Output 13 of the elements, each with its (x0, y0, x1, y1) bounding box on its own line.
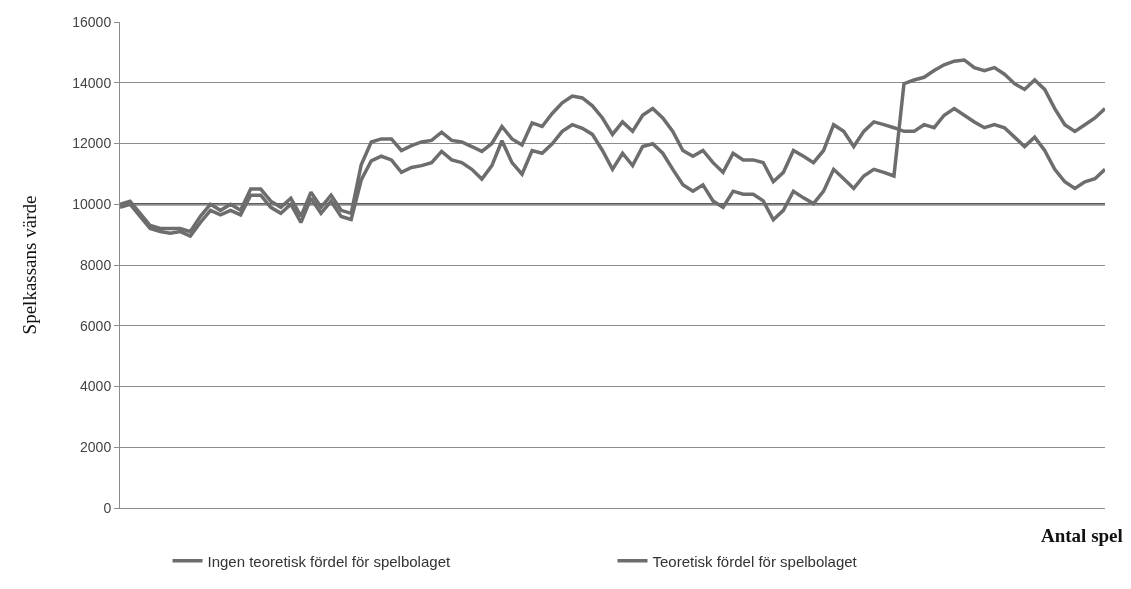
legend-label: Teoretisk fördel för spelbolaget (652, 552, 858, 570)
legend-label: Ingen teoretisk fördel för spelbolaget (207, 552, 451, 570)
x-axis-title: Antal spel (1041, 525, 1123, 546)
y-tick-label: 6000 (80, 317, 112, 334)
y-axis-title: Spelkassans värde (19, 195, 41, 335)
y-tick-label: 10000 (72, 196, 112, 213)
y-tick-label: 12000 (72, 135, 112, 152)
y-tick-label: 8000 (80, 256, 112, 273)
y-tick-label: 16000 (72, 13, 112, 30)
y-tick-label: 2000 (80, 439, 112, 456)
y-tick-label: 14000 (72, 74, 112, 91)
y-tick-label: 0 (103, 499, 112, 516)
y-tick-label: 4000 (80, 378, 112, 395)
